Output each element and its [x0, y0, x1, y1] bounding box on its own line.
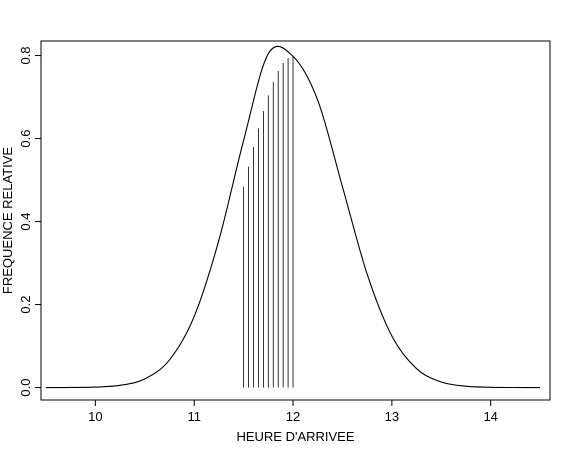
x-tick-label: 13 [385, 409, 399, 424]
y-axis: 0.0 0.2 0.4 0.6 0.8 [18, 46, 42, 397]
shaded-area [243, 56, 294, 388]
x-axis-label: HEURE D'ARRIVEE [236, 429, 354, 444]
y-tick-label: 0.8 [18, 46, 33, 64]
density-curve [45, 45, 541, 389]
x-tick-label: 10 [88, 409, 102, 424]
y-axis-label: FREQUENCE RELATIVE [0, 147, 15, 294]
x-tick-label: 12 [286, 409, 300, 424]
x-tick-label: 14 [483, 409, 497, 424]
y-tick-label: 0.0 [18, 379, 33, 397]
x-tick-label: 11 [187, 409, 201, 424]
plot-frame [40, 40, 551, 401]
y-tick-label: 0.4 [18, 212, 33, 230]
x-axis: 10 11 12 13 14 [88, 399, 498, 424]
y-tick-label: 0.6 [18, 129, 33, 147]
y-tick-label: 0.2 [18, 296, 33, 314]
